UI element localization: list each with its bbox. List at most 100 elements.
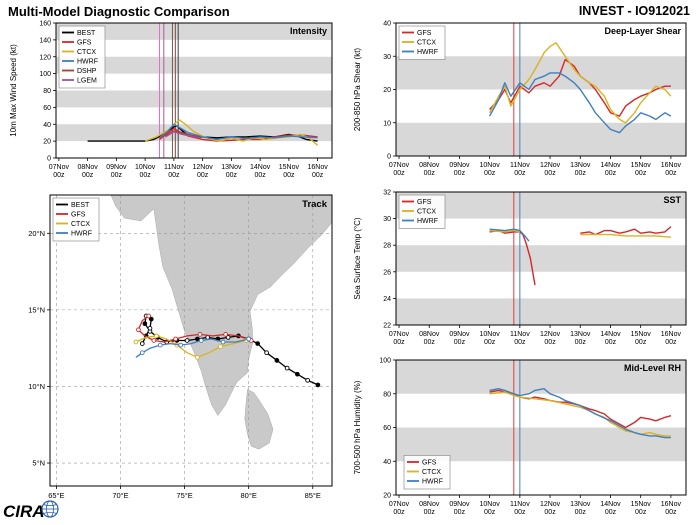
svg-text:10Nov: 10Nov xyxy=(480,501,501,508)
svg-text:00z: 00z xyxy=(424,170,436,177)
series-HWRF xyxy=(159,123,318,141)
svg-text:00z: 00z xyxy=(454,339,466,346)
svg-text:HWRF: HWRF xyxy=(422,479,443,486)
svg-text:CTCX: CTCX xyxy=(71,221,90,228)
svg-text:14Nov: 14Nov xyxy=(600,501,621,508)
svg-text:11Nov: 11Nov xyxy=(164,164,184,171)
legend: GFS CTCX HWRF xyxy=(398,25,446,60)
svg-text:16Nov: 16Nov xyxy=(661,501,682,508)
map-land xyxy=(110,195,332,450)
svg-text:00z: 00z xyxy=(53,172,65,179)
svg-text:07Nov: 07Nov xyxy=(389,162,410,169)
svg-text:00z: 00z xyxy=(484,339,496,346)
svg-text:11Nov: 11Nov xyxy=(510,331,530,338)
shaded-bands xyxy=(396,192,686,325)
series-HWRF xyxy=(489,388,671,439)
svg-text:00z: 00z xyxy=(665,170,677,177)
svg-text:26: 26 xyxy=(383,269,391,276)
svg-text:09Nov: 09Nov xyxy=(449,331,470,338)
svg-text:15Nov: 15Nov xyxy=(279,164,300,171)
svg-text:GFS: GFS xyxy=(71,212,86,219)
svg-text:00z: 00z xyxy=(82,172,94,179)
svg-text:22: 22 xyxy=(383,323,391,330)
svg-text:00z: 00z xyxy=(226,172,238,179)
svg-text:16Nov: 16Nov xyxy=(661,162,682,169)
svg-text:80: 80 xyxy=(43,88,51,95)
svg-text:00z: 00z xyxy=(424,339,436,346)
cira-logo-text: CIRA xyxy=(3,502,45,521)
intensity-chart: 02040608010012014016007Nov00z08Nov00z09N… xyxy=(9,21,333,179)
axes: 2040608010007Nov00z08Nov00z09Nov00z10Nov… xyxy=(353,358,682,517)
svg-text:14Nov: 14Nov xyxy=(600,162,621,169)
track-GFS xyxy=(136,313,254,343)
series-HWRF xyxy=(488,72,672,134)
svg-text:CTCX: CTCX xyxy=(417,40,436,47)
svg-text:LGEM: LGEM xyxy=(77,78,97,85)
svg-text:13Nov: 13Nov xyxy=(570,162,591,169)
svg-text:80°E: 80°E xyxy=(241,491,257,500)
svg-text:20: 20 xyxy=(383,87,391,94)
svg-text:13Nov: 13Nov xyxy=(570,331,591,338)
svg-text:09Nov: 09Nov xyxy=(449,162,470,169)
svg-text:65°E: 65°E xyxy=(48,491,64,500)
svg-text:00z: 00z xyxy=(665,339,677,346)
svg-text:HWRF: HWRF xyxy=(417,49,438,56)
svg-text:0: 0 xyxy=(387,154,391,161)
legend: GFS CTCX HWRF xyxy=(398,194,446,229)
svg-text:15°N: 15°N xyxy=(28,305,45,314)
svg-text:GFS: GFS xyxy=(422,460,437,467)
svg-text:CTCX: CTCX xyxy=(422,469,441,476)
legend: BEST GFS CTCX HWRF xyxy=(52,197,100,242)
svg-text:10Nov: 10Nov xyxy=(135,164,156,171)
series-CTCX xyxy=(488,42,672,124)
init-time-lines xyxy=(513,192,521,325)
svg-text:75°E: 75°E xyxy=(176,491,192,500)
svg-text:200-850 hPa Shear (kt): 200-850 hPa Shear (kt) xyxy=(353,48,362,131)
svg-text:00z: 00z xyxy=(544,509,556,516)
svg-text:5°N: 5°N xyxy=(32,459,45,468)
svg-text:15Nov: 15Nov xyxy=(631,162,652,169)
svg-text:14Nov: 14Nov xyxy=(250,164,271,171)
svg-text:00z: 00z xyxy=(454,170,466,177)
svg-text:00z: 00z xyxy=(254,172,266,179)
svg-text:CTCX: CTCX xyxy=(77,49,96,56)
svg-text:10m Max Wind Speed (kt): 10m Max Wind Speed (kt) xyxy=(9,44,18,137)
svg-text:160: 160 xyxy=(39,21,51,28)
track-map: 65°E 70°E 75°E 80°E 85°E 5°N 10°N 15°N 20°N Track… xyxy=(28,194,333,500)
svg-text:07Nov: 07Nov xyxy=(389,331,410,338)
svg-text:00z: 00z xyxy=(484,170,496,177)
mid-level-rh-chart: 2040608010007Nov00z08Nov00z09Nov00z10Nov… xyxy=(353,358,687,517)
svg-text:BEST: BEST xyxy=(71,202,90,209)
svg-text:HWRF: HWRF xyxy=(71,231,92,238)
svg-text:140: 140 xyxy=(39,37,51,44)
svg-text:BEST: BEST xyxy=(77,30,96,37)
svg-text:100: 100 xyxy=(39,71,51,78)
svg-text:24: 24 xyxy=(383,296,391,303)
svg-text:100: 100 xyxy=(379,358,391,365)
track-HWRF xyxy=(135,336,252,358)
svg-text:00z: 00z xyxy=(484,509,496,516)
init-time-lines xyxy=(159,23,179,158)
sst-chart: 22242628303207Nov00z08Nov00z09Nov00z10No… xyxy=(353,190,687,346)
svg-text:00z: 00z xyxy=(575,170,587,177)
svg-text:40: 40 xyxy=(383,21,391,28)
svg-text:28: 28 xyxy=(383,243,391,250)
svg-text:00z: 00z xyxy=(605,170,617,177)
svg-text:11Nov: 11Nov xyxy=(510,501,530,508)
svg-text:15Nov: 15Nov xyxy=(631,501,652,508)
svg-text:16Nov: 16Nov xyxy=(308,164,329,171)
svg-text:00z: 00z xyxy=(424,509,436,516)
svg-text:00z: 00z xyxy=(393,339,405,346)
svg-text:00z: 00z xyxy=(454,509,466,516)
svg-text:60: 60 xyxy=(383,425,391,432)
svg-text:Deep-Layer Shear: Deep-Layer Shear xyxy=(604,26,681,36)
svg-text:30: 30 xyxy=(383,54,391,61)
svg-text:00z: 00z xyxy=(635,339,647,346)
svg-text:30: 30 xyxy=(383,216,391,223)
svg-text:13Nov: 13Nov xyxy=(221,164,242,171)
series-HWRF xyxy=(489,228,530,242)
svg-text:12Nov: 12Nov xyxy=(193,164,214,171)
svg-text:CTCX: CTCX xyxy=(417,209,436,216)
series-LGEM xyxy=(164,131,200,139)
